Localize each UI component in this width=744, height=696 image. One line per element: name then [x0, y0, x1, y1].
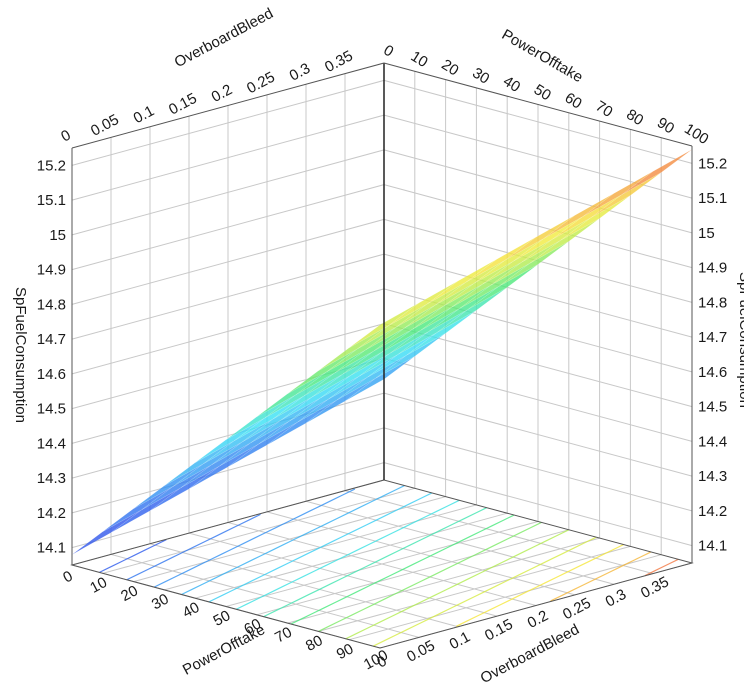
x-tick-label-top: 60: [562, 89, 585, 112]
z-tick-label-left: 14.5: [37, 401, 66, 418]
y-tick-label-bottom: 0.2: [525, 607, 551, 632]
x-tick-label-bottom: 60: [241, 615, 264, 638]
y-tick-label-bottom: 0.35: [638, 573, 672, 602]
x-tick-label-bottom: 30: [149, 591, 172, 614]
y-tick-label-top: 0.2: [209, 81, 235, 106]
z-tick-label-left: 14.9: [37, 262, 66, 279]
x-tick-label-top: 0: [380, 42, 396, 61]
y-tick-label-top: 0.1: [131, 102, 157, 127]
surface-patch: [71, 509, 142, 555]
y-tick-label-bottom: 0.25: [560, 595, 594, 624]
y-tick-label-top: 0: [58, 127, 73, 146]
floor-contour: [456, 544, 624, 627]
floor-gridline: [188, 532, 498, 617]
z-tick-label-left: 14.3: [37, 470, 66, 487]
surface-mesh: [71, 149, 693, 555]
z-tick-label-left: 14.6: [37, 366, 66, 383]
floor-grid: [71, 479, 693, 649]
z-tick-label-right: 15.2: [698, 155, 727, 172]
x-tick-label-top: 40: [500, 73, 523, 96]
surface-patch: [622, 149, 693, 195]
y-tick-label-bottom: 0.3: [603, 586, 629, 611]
floor-contour: [126, 513, 261, 581]
z-tick-label-right: 14.8: [698, 294, 727, 311]
floor-contour: [208, 492, 433, 603]
y-tick-label-bottom: 0.1: [447, 628, 473, 653]
y-tick-label-top: 0.3: [287, 60, 313, 85]
x-tick-label-bottom: 70: [272, 624, 295, 647]
x-tick-label-top: 30: [469, 64, 492, 87]
floor-gridline: [305, 500, 615, 585]
floor-contour: [550, 551, 652, 602]
x-tick-label-top: 90: [654, 114, 677, 137]
z-tick-label-right: 14.4: [698, 433, 727, 450]
z-tick-label-left: 14.4: [37, 435, 66, 452]
z-tick-label-right: 14.3: [698, 468, 727, 485]
floor-contour: [318, 521, 542, 632]
floor-contour: [644, 558, 679, 577]
floor-contour: [99, 539, 167, 573]
wall-grids: [71, 63, 693, 565]
axes-lines: [70, 62, 694, 649]
surface-patch: [591, 172, 662, 218]
x-tick-label-top: 80: [623, 106, 646, 129]
floor-gridline: [344, 490, 654, 575]
surface-patch: [141, 464, 212, 510]
x-axis-label-bottom: PowerOfftake: [180, 621, 268, 679]
z-tick-label-right: 14.6: [698, 364, 727, 381]
x-tick-label-top: 10: [408, 48, 431, 71]
floor-gridline: [149, 543, 459, 628]
x-tick-label-bottom: 80: [303, 632, 326, 655]
surface-patch: [552, 194, 623, 240]
z-tick-label-left: 14.7: [37, 331, 66, 348]
z-tick-label-left: 15.2: [37, 157, 66, 174]
z-tick-label-left: 15: [49, 227, 66, 244]
z-tick-label-left: 14.2: [37, 505, 66, 522]
floor-contour: [345, 529, 570, 640]
x-tick-label-bottom: 40: [180, 599, 203, 622]
floor-contour: [290, 514, 515, 625]
z-tick-label-right: 15.1: [698, 190, 727, 207]
top-edge: [383, 62, 693, 147]
surface-patch: [110, 487, 181, 533]
z-axis-label-left: SpFuelConsumption: [12, 287, 29, 423]
z-tick-label-right: 14.9: [698, 260, 727, 277]
floor-contour: [153, 488, 356, 588]
surface-patch: [102, 486, 173, 532]
z-tick-label-right: 15: [698, 225, 715, 242]
z-tick-label-right: 14.2: [698, 503, 727, 520]
y-tick-label-bottom: 0.15: [482, 616, 516, 645]
floor-contour: [181, 484, 405, 596]
floor-contours: [99, 484, 679, 647]
z-tick-label-right: 14.5: [698, 399, 727, 416]
y-axis-label-top: OverboardBleed: [172, 5, 276, 71]
x-tick-label-bottom: 50: [211, 607, 234, 630]
x-tick-label-bottom: 90: [334, 640, 357, 663]
x-tick-label-bottom: 0: [60, 568, 75, 587]
z-tick-label-left: 14.8: [37, 296, 66, 313]
x-tick-label-top: 50: [531, 81, 554, 104]
z-axis-label-right: SpFuelConsumption: [736, 272, 744, 408]
x-tick-label-bottom: 10: [87, 574, 110, 597]
top-edge: [71, 62, 385, 149]
z-tick-label-left: 15.1: [37, 192, 66, 209]
z-tick-label-right: 14.7: [698, 329, 727, 346]
y-tick-label-bottom: 0.05: [404, 637, 438, 666]
floor-gridline: [266, 511, 576, 596]
x-tick-label-bottom: 20: [118, 582, 141, 605]
floor-contour: [236, 499, 460, 610]
x-tick-label-top: 70: [592, 98, 615, 121]
z-tick-label-left: 14.1: [37, 540, 66, 557]
floor-contour: [372, 536, 597, 647]
z-tick-label-right: 14.1: [698, 538, 727, 555]
x-tick-label-top: 20: [438, 56, 461, 79]
floor-contour: [263, 507, 487, 618]
